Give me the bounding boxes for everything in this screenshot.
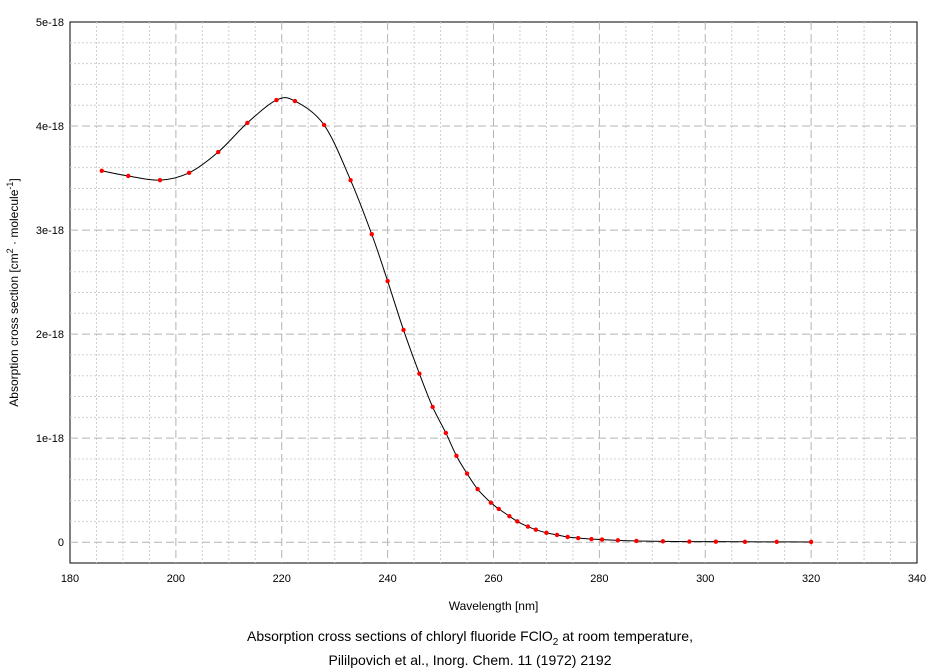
data-point xyxy=(599,537,605,542)
data-point xyxy=(417,371,422,376)
y-tick-label: 2e-18 xyxy=(36,329,64,341)
x-tick-label: 300 xyxy=(696,573,714,585)
y-axis-title-sup1: 2 xyxy=(5,248,15,253)
y-axis-tick-labels: 0 1e-18 2e-18 3e-18 4e-18 5e-18 xyxy=(36,17,64,549)
data-point xyxy=(348,177,353,183)
data-point xyxy=(576,535,581,541)
data-point xyxy=(742,539,748,544)
data-point xyxy=(544,530,549,536)
x-tick-label: 320 xyxy=(802,573,820,585)
y-axis-title-middle: · molecule xyxy=(7,189,21,248)
data-point xyxy=(292,98,298,104)
data-point xyxy=(554,532,560,538)
data-point xyxy=(687,539,692,544)
data-point xyxy=(186,170,192,176)
y-tick-label: 5e-18 xyxy=(36,17,64,29)
y-tick-label: 1e-18 xyxy=(36,433,64,445)
data-point xyxy=(99,168,104,173)
data-point xyxy=(496,506,501,512)
data-point xyxy=(321,122,327,128)
y-tick-label: 3e-18 xyxy=(36,225,64,237)
data-point xyxy=(454,453,459,459)
data-point xyxy=(634,538,639,544)
x-axis-title: Wavelength [nm] xyxy=(449,599,539,613)
data-point xyxy=(475,486,480,492)
data-point xyxy=(430,404,435,410)
y-axis-title-suffix: ] xyxy=(7,178,21,181)
minor-grid xyxy=(70,22,917,563)
caption-line-1-post: at room temperature, xyxy=(558,628,693,644)
data-point xyxy=(369,232,374,237)
x-tick-label: 180 xyxy=(61,573,79,585)
x-tick-label: 200 xyxy=(167,573,185,585)
data-point xyxy=(515,519,520,524)
data-point xyxy=(713,539,719,544)
x-tick-label: 220 xyxy=(273,573,291,585)
data-point xyxy=(157,177,163,183)
data-point xyxy=(533,527,539,532)
caption-line-1: Absorption cross sections of chloryl flu… xyxy=(0,628,940,648)
y-axis-title: Absorption cross section [cm2 · molecule… xyxy=(5,178,21,406)
data-point xyxy=(774,539,779,545)
data-point xyxy=(589,536,594,542)
x-axis-tick-labels: 180 200 220 240 260 280 300 320 340 xyxy=(61,573,926,585)
data-point xyxy=(385,278,390,284)
y-tick-label: 0 xyxy=(58,537,64,549)
x-tick-label: 260 xyxy=(484,573,502,585)
data-point xyxy=(488,500,494,505)
caption-line-1-pre: Absorption cross sections of chloryl flu… xyxy=(247,628,553,644)
data-point xyxy=(126,173,131,179)
x-tick-label: 340 xyxy=(908,573,926,585)
data-point xyxy=(808,539,814,545)
y-axis-title-prefix: Absorption cross section [cm xyxy=(7,253,21,406)
data-point xyxy=(660,539,666,544)
y-tick-label: 4e-18 xyxy=(36,121,64,133)
data-point xyxy=(245,120,250,126)
caption-line-2: Pililpovich et al., Inorg. Chem. 11 (197… xyxy=(328,652,612,668)
data-point xyxy=(565,534,570,540)
x-tick-label: 280 xyxy=(590,573,608,585)
data-point xyxy=(464,471,470,476)
data-point xyxy=(274,97,279,103)
data-point xyxy=(525,524,531,529)
data-point xyxy=(401,327,406,333)
data-point xyxy=(443,430,449,436)
absorption-chart: 180 200 220 240 260 280 300 320 340 0 1e-18 2e-18 3… xyxy=(5,17,926,613)
data-point xyxy=(216,149,221,155)
major-grid xyxy=(70,22,917,563)
series-points xyxy=(99,97,814,545)
caption-line-1-sub: 2 xyxy=(552,636,559,648)
y-axis-title-sup2: -1 xyxy=(5,182,15,190)
data-point xyxy=(615,538,621,543)
x-tick-label: 240 xyxy=(378,573,396,585)
data-point xyxy=(507,513,512,519)
